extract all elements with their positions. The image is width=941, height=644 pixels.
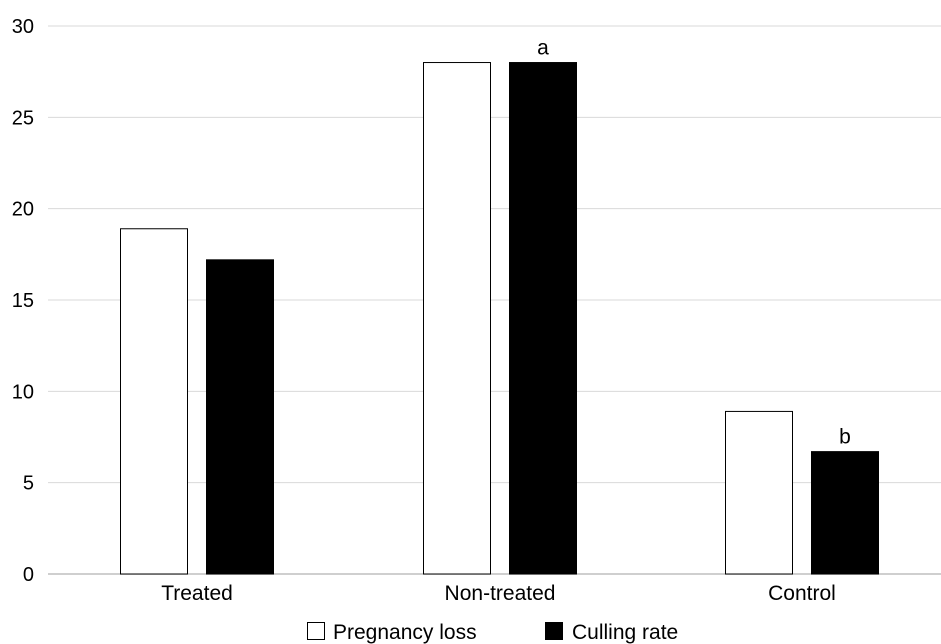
y-tick-label: 25 (12, 107, 34, 129)
legend-swatch-culling-rate (545, 622, 563, 640)
legend-label-culling-rate: Culling rate (572, 621, 678, 644)
bar-culling-rate-non-treated (509, 62, 577, 575)
bar-annotations: ab (537, 37, 851, 449)
x-axis-category-labels: Treated Non-treated Control (161, 582, 836, 605)
legend: Pregnancy loss Culling rate (307, 621, 678, 644)
y-tick-label: 20 (12, 199, 34, 221)
y-tick-label: 10 (12, 381, 34, 403)
significance-letter: b (839, 426, 851, 449)
legend-label-pregnancy-loss: Pregnancy loss (333, 621, 477, 644)
y-tick-label: 30 (12, 16, 34, 38)
bar-culling-rate-control (811, 451, 879, 575)
significance-letter: a (537, 37, 549, 60)
bar-culling-rate-treated (206, 259, 274, 575)
y-tick-label: 15 (12, 290, 34, 312)
y-axis-tick-labels: 0 5 10 15 20 25 30 (12, 16, 34, 586)
bar-pregnancy-loss-treated (120, 228, 188, 575)
x-category-label: Treated (161, 582, 233, 605)
bars (120, 62, 879, 575)
legend-swatch-pregnancy-loss (307, 622, 325, 640)
x-category-label: Control (768, 582, 836, 605)
x-category-label: Non-treated (445, 582, 556, 605)
bar-pregnancy-loss-non-treated (423, 62, 491, 575)
y-tick-label: 5 (23, 473, 34, 495)
bar-pregnancy-loss-control (725, 410, 793, 575)
y-tick-label: 0 (23, 564, 34, 586)
